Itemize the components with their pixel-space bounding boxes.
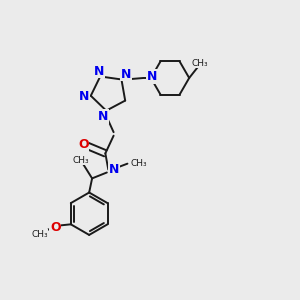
Text: N: N <box>98 110 109 123</box>
Text: CH₃: CH₃ <box>131 159 148 168</box>
Text: CH₃: CH₃ <box>31 230 48 238</box>
Text: N: N <box>147 70 157 83</box>
Text: O: O <box>78 138 88 151</box>
Text: N: N <box>121 68 131 81</box>
Text: CH₃: CH₃ <box>73 156 89 165</box>
Text: O: O <box>50 221 61 234</box>
Text: N: N <box>79 90 89 103</box>
Text: CH₃: CH₃ <box>191 59 208 68</box>
Text: N: N <box>108 163 119 176</box>
Text: N: N <box>94 65 104 78</box>
